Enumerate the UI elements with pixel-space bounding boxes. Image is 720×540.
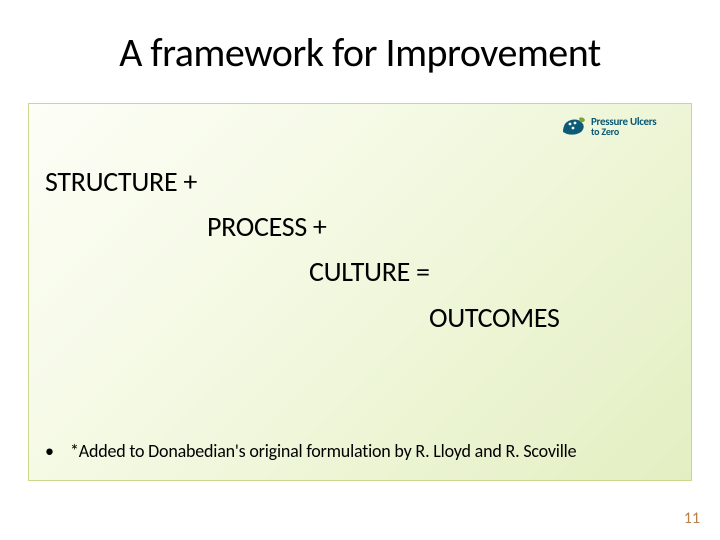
logo-text: Pressure Ulcers to Zero bbox=[591, 116, 656, 137]
framework-line-structure: STRUCTURE + bbox=[45, 164, 197, 199]
footnote: • *Added to Donabedian's original formul… bbox=[45, 440, 675, 462]
footnote-bullet: • bbox=[45, 442, 54, 460]
content-box: Pressure Ulcers to Zero STRUCTURE + PROC… bbox=[28, 103, 692, 481]
footnote-text: *Added to Donabedian's original formulat… bbox=[70, 440, 576, 462]
page-number: 11 bbox=[684, 509, 700, 528]
framework-line-culture: CULTURE = bbox=[309, 254, 430, 289]
logo: Pressure Ulcers to Zero bbox=[559, 108, 683, 144]
framework-line-outcomes: OUTCOMES bbox=[429, 300, 560, 335]
slide-title: A framework for Improvement bbox=[0, 28, 720, 77]
logo-text-bottom: to Zero bbox=[591, 127, 656, 137]
framework-line-process: PROCESS + bbox=[207, 209, 327, 244]
logo-icon bbox=[559, 112, 587, 140]
slide: A framework for Improvement Pressure Ulc… bbox=[0, 0, 720, 540]
